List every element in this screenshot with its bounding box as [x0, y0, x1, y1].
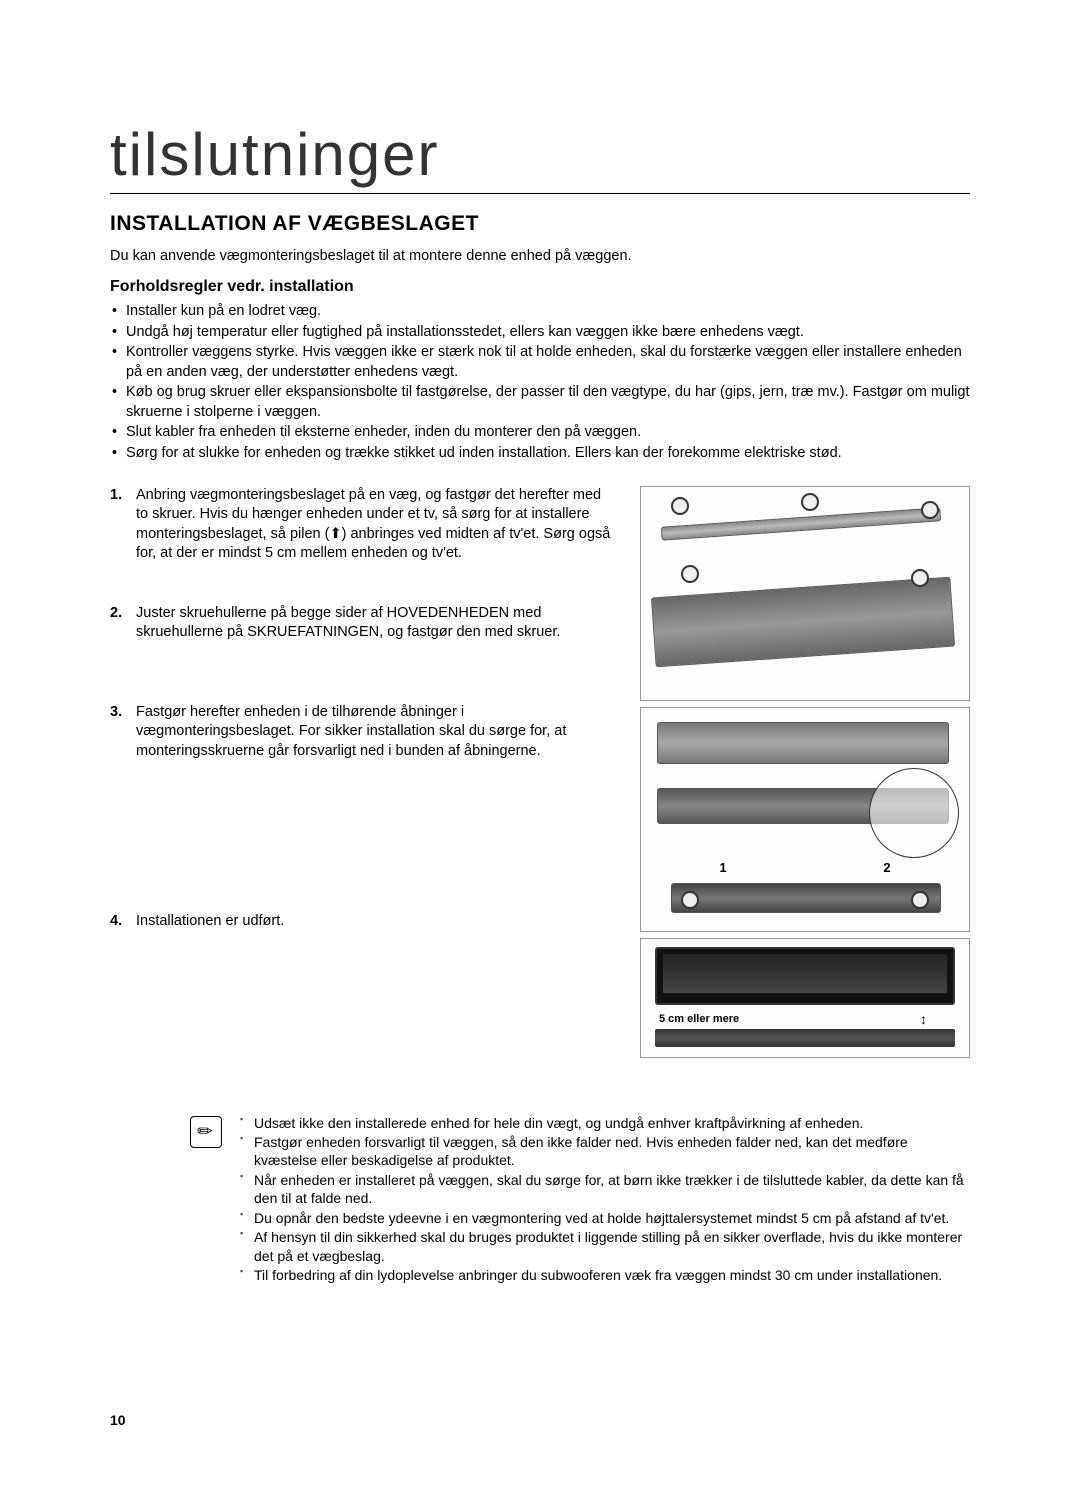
step-item: 4. Installationen er udført.	[110, 912, 616, 932]
spacing-label: 5 cm eller mere	[659, 1013, 739, 1025]
list-item: Slut kabler fra enheden til eksterne enh…	[110, 423, 970, 443]
step-item: 1. Anbring vægmonteringsbeslaget på en v…	[110, 486, 616, 564]
step-number: 2.	[110, 604, 122, 624]
notes-section: ✎ Udsæt ikke den installerede enhed for …	[110, 1114, 970, 1286]
list-item: Kontroller væggens styrke. Hvis væggen i…	[110, 343, 970, 382]
pencil-icon: ✎	[193, 1119, 219, 1145]
step-text: Anbring vægmonteringsbeslaget på en væg,…	[136, 487, 610, 562]
list-item: Du opnår den bedste ydeevne i en vægmont…	[240, 1209, 970, 1227]
note-icon: ✎	[190, 1116, 222, 1148]
step-item: 3. Fastgør herefter enheden i de tilhøre…	[110, 703, 616, 762]
list-item: Af hensyn til din sikkerhed skal du brug…	[240, 1228, 970, 1265]
list-item: Til forbedring af din lydoplevelse anbri…	[240, 1266, 970, 1284]
notes-list: Udsæt ikke den installerede enhed for he…	[240, 1114, 970, 1286]
step-number: 1.	[110, 486, 122, 506]
step-number: 3.	[110, 703, 122, 723]
diagram-tv-spacing: 5 cm eller mere ↕	[640, 938, 970, 1058]
step-text: Fastgør herefter enheden i de tilhørende…	[136, 704, 566, 759]
diagram-callout-1: 1	[719, 860, 726, 875]
spacing-arrow-icon: ↕	[920, 1011, 927, 1027]
install-steps: 1. Anbring vægmonteringsbeslaget på en v…	[110, 486, 616, 932]
step-item: 2. Juster skruehullerne på begge sider a…	[110, 604, 616, 643]
list-item: Når enheden er installeret på væggen, sk…	[240, 1171, 970, 1208]
page-number: 10	[110, 1412, 126, 1428]
list-item: Køb og brug skruer eller ekspansionsbolt…	[110, 383, 970, 422]
diagram-column: 1 2 5 cm eller mere ↕	[640, 486, 970, 1064]
diagram-mounting: 1 2	[640, 707, 970, 932]
list-item: Undgå høj temperatur eller fugtighed på …	[110, 323, 970, 343]
precautions-heading: Forholdsregler vedr. installation	[110, 278, 970, 296]
list-item: Sørg for at slukke for enheden og trække…	[110, 444, 970, 464]
list-item: Fastgør enheden forsvarligt til væggen, …	[240, 1133, 970, 1170]
tv-illustration	[655, 947, 955, 1005]
diagram-bracket-exploded	[640, 486, 970, 701]
step-text: Installationen er udført.	[136, 913, 284, 929]
step-number: 4.	[110, 912, 122, 932]
soundbar-illustration	[655, 1029, 955, 1047]
list-item: Installer kun på en lodret væg.	[110, 302, 970, 322]
precautions-list: Installer kun på en lodret væg. Undgå hø…	[110, 302, 970, 464]
intro-text: Du kan anvende vægmonteringsbeslaget til…	[110, 248, 970, 264]
list-item: Udsæt ikke den installerede enhed for he…	[240, 1114, 970, 1132]
page-title: tilslutninger	[110, 120, 970, 194]
section-heading: INSTALLATION AF VÆGBESLAGET	[110, 212, 970, 236]
step-text: Juster skruehullerne på begge sider af H…	[136, 605, 560, 641]
diagram-callout-2: 2	[883, 860, 890, 875]
